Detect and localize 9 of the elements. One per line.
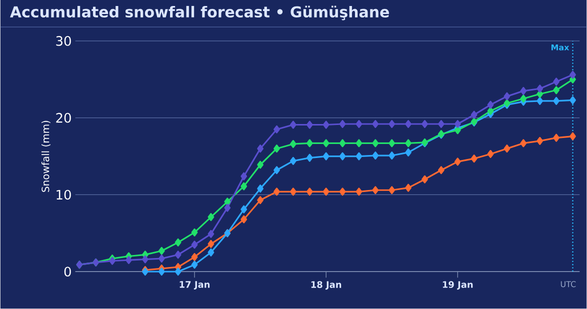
x-tick-label: 18 Jan	[311, 281, 342, 290]
x-tick-label: 17 Jan	[180, 281, 210, 290]
y-axis-title: Snowfall (mm)	[41, 121, 50, 192]
y-tick-label: 30	[56, 36, 71, 46]
chart-title: Accumulated snowfall forecast • Gümüşhane	[10, 6, 389, 20]
y-tick-label: 0	[64, 266, 71, 277]
y-tick-label: 20	[56, 113, 71, 123]
x-tick-label: 19 Jan	[442, 281, 473, 290]
y-tick-label: 10	[56, 190, 71, 200]
